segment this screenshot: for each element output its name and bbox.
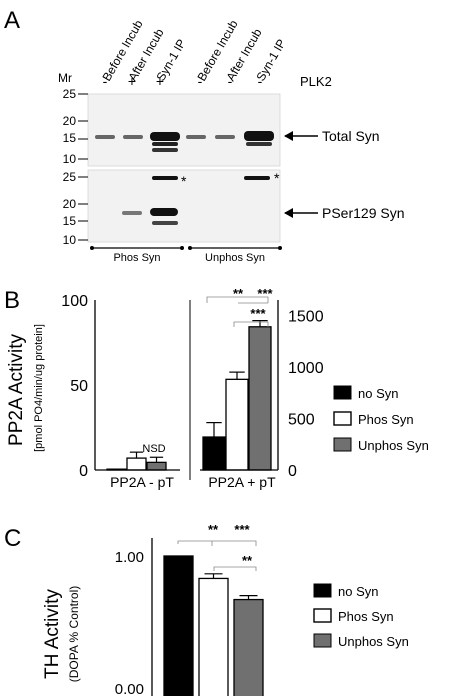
pser129-bands bbox=[122, 176, 270, 225]
panel-c-label: C bbox=[4, 525, 21, 552]
mw-tick: 20 bbox=[63, 114, 77, 128]
plk2-sign: - bbox=[198, 73, 203, 89]
plk2-sign: + bbox=[156, 73, 164, 89]
b-significance: ** *** *** bbox=[206, 286, 274, 327]
legend-label: Phos Syn bbox=[338, 609, 394, 624]
b-y-axis-subtitle: [pmol PO4/min/ug protein] bbox=[33, 324, 45, 452]
b-left-y-ticks: 0 50 100 bbox=[61, 293, 88, 480]
legend-swatch-phos-syn bbox=[333, 411, 352, 426]
y-tick-label: 0 bbox=[288, 463, 297, 480]
bar-unphos-syn bbox=[146, 461, 167, 471]
arrow-left-icon bbox=[284, 208, 318, 218]
mw-tick: 25 bbox=[63, 87, 77, 101]
y-tick-label: 0.00 bbox=[115, 681, 144, 696]
sig-marker: ** bbox=[242, 553, 253, 568]
legend-label: Phos Syn bbox=[358, 412, 414, 427]
sig-marker: *** bbox=[250, 306, 266, 321]
top-blot-ticks: 25 20 15 10 bbox=[63, 87, 88, 166]
c-y-axis-title: TH Activity bbox=[42, 589, 63, 679]
y-tick-label: 100 bbox=[61, 293, 88, 310]
legend-swatch-unphos-syn bbox=[313, 633, 332, 648]
mw-tick: 10 bbox=[63, 233, 77, 247]
plk2-sign: - bbox=[258, 73, 263, 89]
group-label: Unphos Syn bbox=[205, 252, 265, 264]
b-right-category: PP2A + pT bbox=[208, 474, 276, 490]
y-tick-label: 1000 bbox=[288, 360, 324, 377]
legend-swatch-unphos-syn bbox=[333, 437, 352, 452]
nsd-annotation: NSD bbox=[142, 443, 165, 455]
pser129-blot bbox=[87, 169, 281, 243]
legend-label: Unphos Syn bbox=[358, 438, 429, 453]
bar-no-syn bbox=[163, 555, 194, 696]
y-tick-label: 500 bbox=[288, 411, 315, 428]
panel-a-label: A bbox=[4, 7, 20, 34]
plk2-sign: - bbox=[103, 73, 108, 89]
sig-marker: ** bbox=[233, 286, 244, 301]
error-bar bbox=[252, 320, 268, 327]
error-bar bbox=[129, 451, 144, 459]
sig-marker: *** bbox=[257, 286, 273, 301]
total-syn-bands bbox=[95, 131, 274, 152]
c-bars bbox=[163, 555, 264, 696]
panel-b-label: B bbox=[4, 287, 20, 314]
plk2-label: PLK2 bbox=[300, 74, 332, 89]
total-syn-blot bbox=[87, 93, 281, 167]
arrow-left-icon bbox=[284, 131, 318, 141]
bar-unphos-syn bbox=[248, 326, 272, 471]
y-tick-label: 0 bbox=[79, 463, 88, 480]
b-legend: no Syn Phos Syn Unphos Syn bbox=[333, 385, 429, 453]
legend-swatch-no-syn bbox=[313, 583, 332, 598]
group-label: Phos Syn bbox=[113, 252, 160, 264]
plk2-signs: - + + - - - bbox=[103, 73, 263, 89]
bottom-blot-ticks: 25 20 15 10 bbox=[63, 170, 88, 247]
plk2-sign: + bbox=[128, 73, 136, 89]
b-y-axis-title: PP2A Activity bbox=[6, 334, 27, 446]
legend-label: no Syn bbox=[358, 386, 398, 401]
legend-label: no Syn bbox=[338, 584, 378, 599]
bar-unphos-syn bbox=[233, 598, 264, 696]
b-left-category: PP2A - pT bbox=[110, 474, 174, 490]
star-marker: * bbox=[274, 170, 280, 186]
bar-phos-syn bbox=[225, 378, 249, 471]
group-brackets bbox=[90, 246, 282, 250]
b-right-bars bbox=[202, 320, 272, 471]
legend-swatch-no-syn bbox=[333, 385, 352, 400]
mr-label: Mr bbox=[58, 71, 72, 85]
total-syn-label: Total Syn bbox=[322, 128, 380, 144]
y-tick-label: 1500 bbox=[288, 308, 324, 325]
c-y-ticks: 0.00 1.00 bbox=[115, 549, 144, 696]
c-legend: no Syn Phos Syn Unphos Syn bbox=[313, 583, 409, 649]
plk2-sign: - bbox=[228, 73, 233, 89]
mw-tick: 20 bbox=[63, 197, 77, 211]
y-tick-label: 50 bbox=[70, 378, 88, 395]
c-significance: ** *** ** bbox=[177, 522, 257, 571]
b-right-y-ticks: 0 500 1000 1500 bbox=[288, 308, 324, 480]
mw-tick: 15 bbox=[63, 214, 77, 228]
error-bar bbox=[229, 371, 245, 380]
error-bar bbox=[206, 422, 222, 438]
bar-phos-syn bbox=[198, 577, 229, 696]
legend-swatch-phos-syn bbox=[313, 608, 332, 623]
mw-tick: 25 bbox=[63, 170, 77, 184]
sig-marker: ** bbox=[208, 522, 219, 537]
error-bar bbox=[204, 573, 223, 579]
y-tick-label: 1.00 bbox=[115, 549, 144, 566]
bar-phos-syn bbox=[126, 457, 147, 471]
mw-tick: 10 bbox=[63, 152, 77, 166]
pser129-syn-label: PSer129 Syn bbox=[322, 205, 405, 221]
error-bar bbox=[239, 594, 258, 600]
bar-no-syn bbox=[202, 436, 226, 471]
sig-marker: *** bbox=[234, 522, 250, 537]
error-bar bbox=[149, 456, 164, 463]
c-y-axis-subtitle: (DOPA % Control) bbox=[67, 586, 81, 682]
legend-label: Unphos Syn bbox=[338, 634, 409, 649]
mw-tick: 15 bbox=[63, 131, 77, 145]
star-marker: * bbox=[181, 173, 187, 189]
